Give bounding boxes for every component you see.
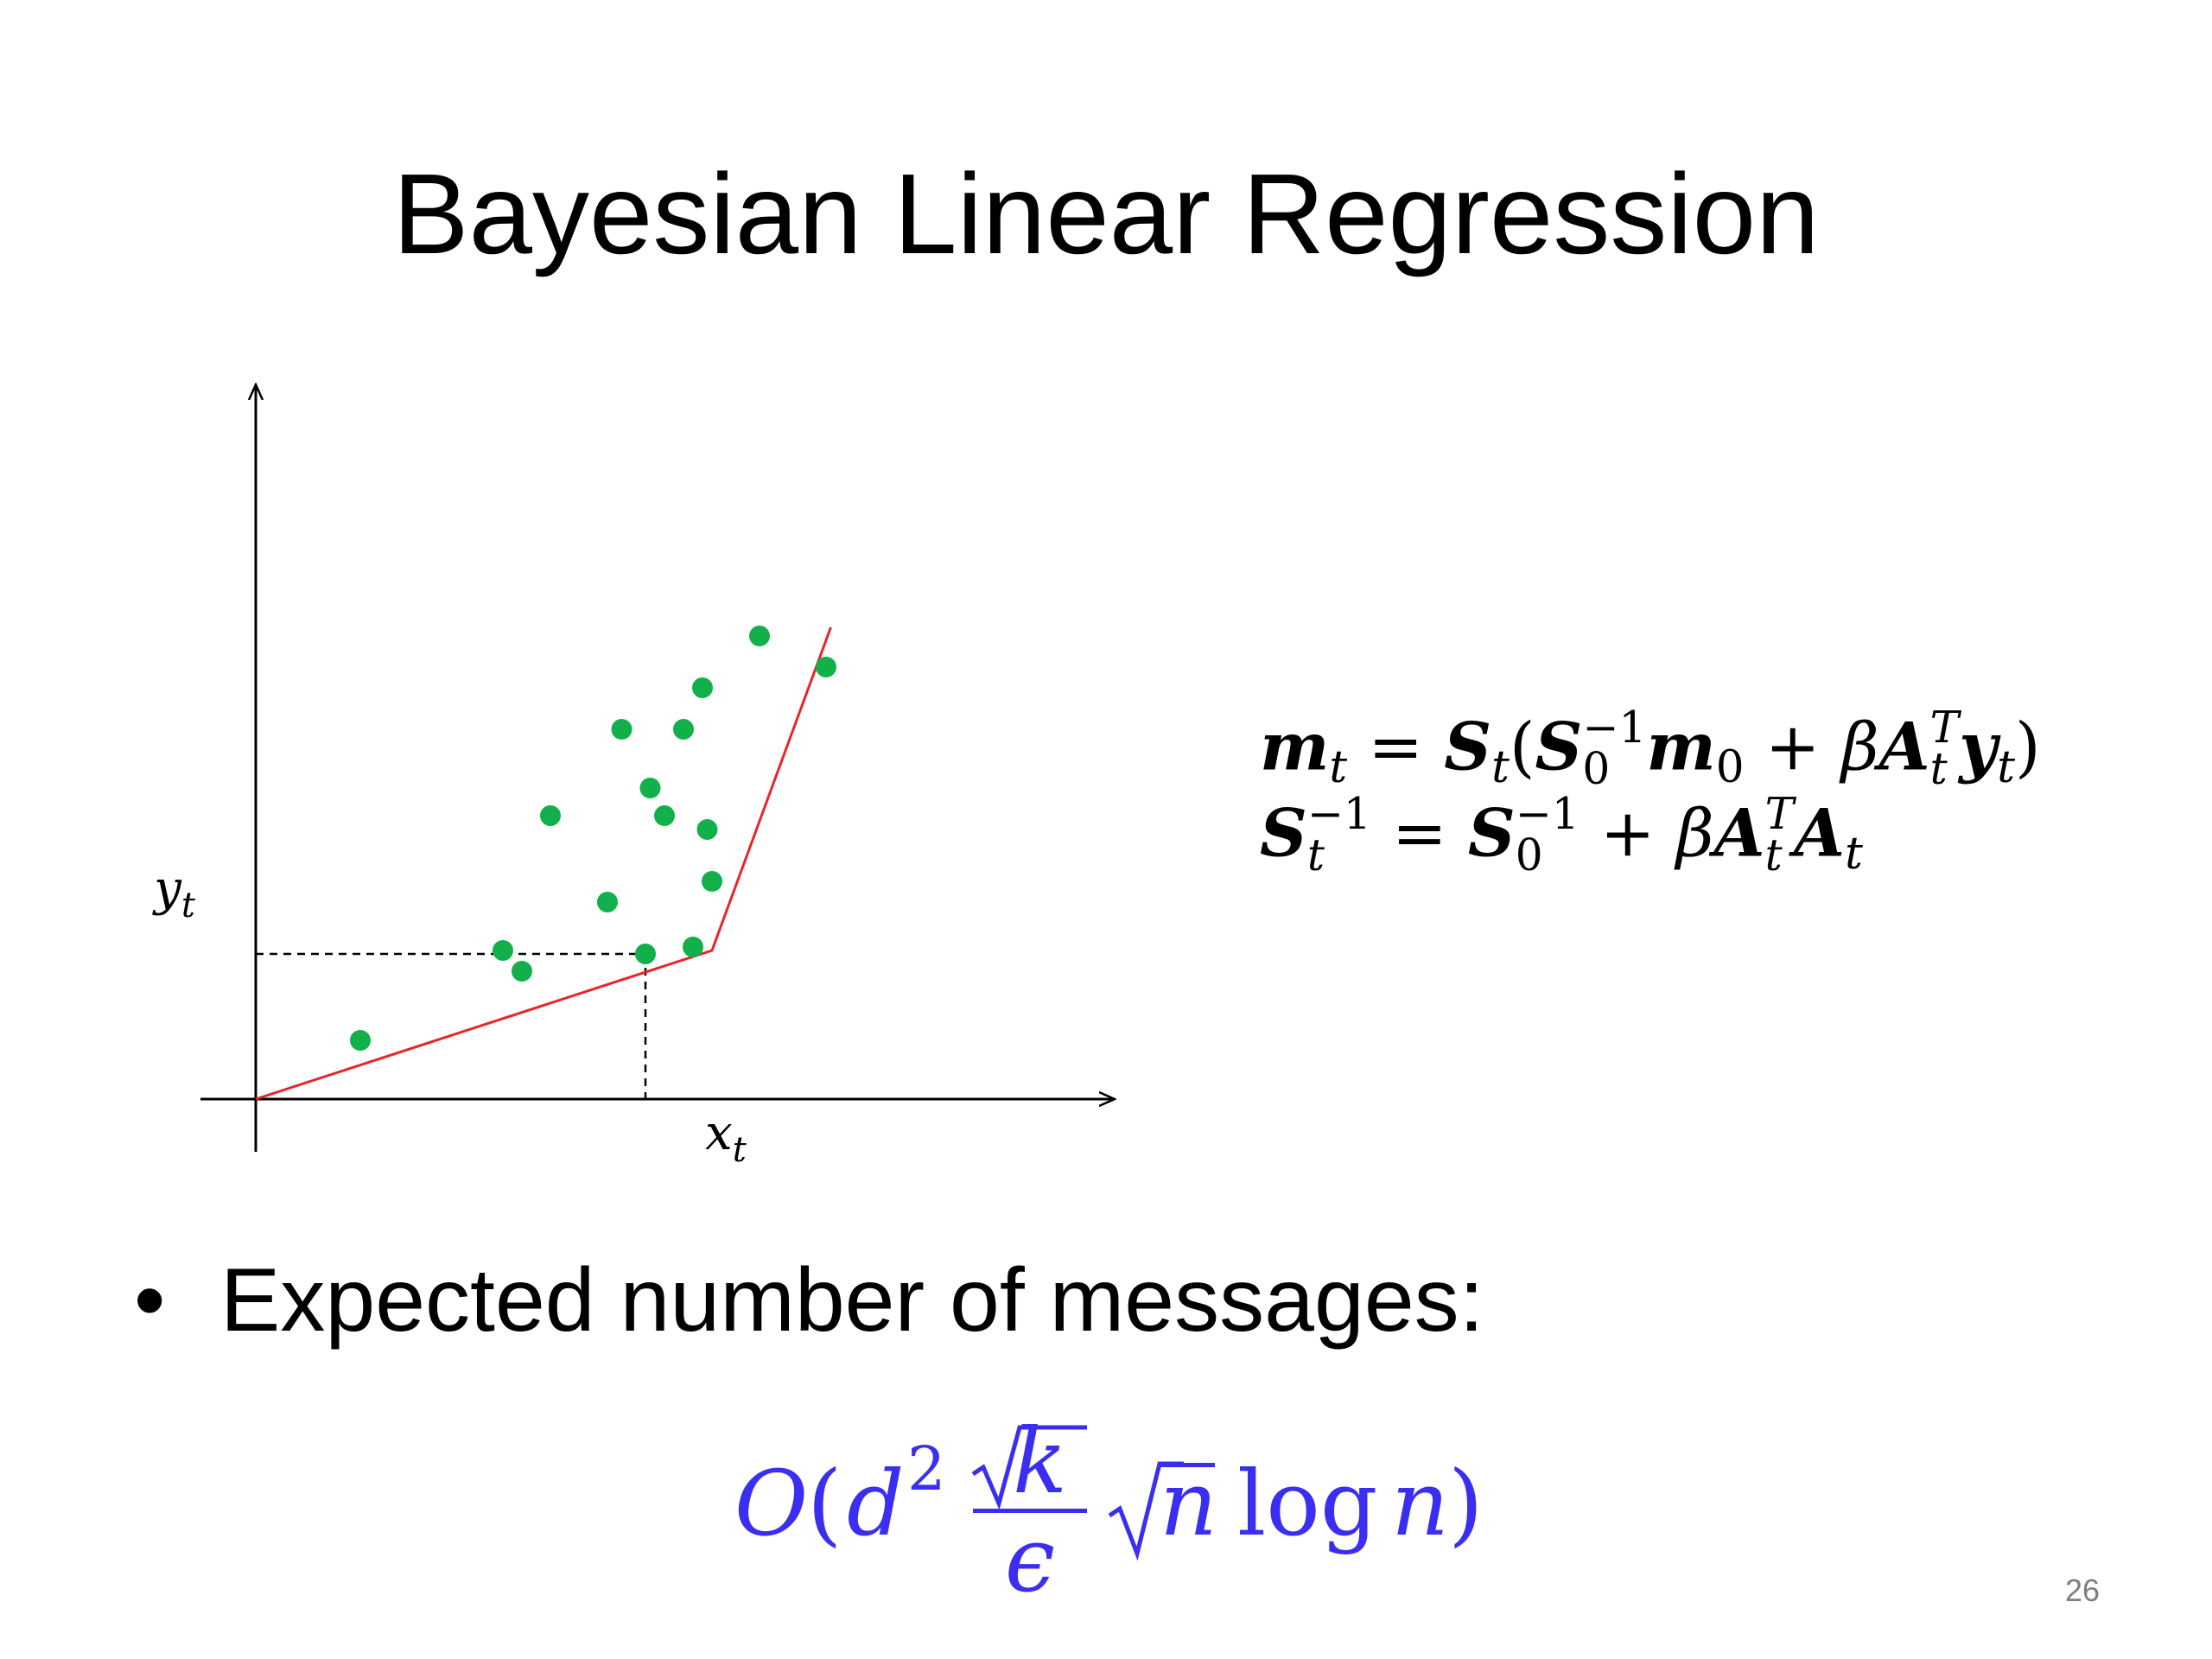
data-point xyxy=(692,677,713,698)
complexity-formula: O ( d 2 k ϵ n log n ) xyxy=(734,1391,1512,1616)
data-point xyxy=(611,719,632,740)
data-point xyxy=(816,657,836,677)
data-point xyxy=(597,892,618,912)
data-point xyxy=(673,719,694,740)
data-point xyxy=(702,871,722,892)
data-point xyxy=(696,819,718,840)
x-tick-label: xt xyxy=(705,1105,747,1170)
sqrt-k-over-epsilon-fraction: k ϵ xyxy=(969,1391,1090,1616)
data-point xyxy=(540,805,561,826)
bullet-text: Expected number of messages: xyxy=(220,1250,1484,1351)
regression-line xyxy=(255,626,832,1101)
page-number: 26 xyxy=(2064,1573,2100,1608)
data-point xyxy=(683,937,703,957)
data-point xyxy=(350,1030,371,1051)
bullet-item: • Expected number of messages: xyxy=(134,1244,1484,1357)
data-point xyxy=(493,940,513,961)
bullet-symbol: • xyxy=(134,1250,166,1351)
data-point xyxy=(512,961,532,982)
slide-title: Bayesian Linear Regression xyxy=(392,150,1820,277)
data-points xyxy=(350,626,836,1051)
data-point xyxy=(654,805,675,826)
data-point xyxy=(749,626,770,646)
y-tick-label: yt xyxy=(151,861,196,925)
data-point xyxy=(635,944,656,964)
data-point xyxy=(639,778,661,798)
